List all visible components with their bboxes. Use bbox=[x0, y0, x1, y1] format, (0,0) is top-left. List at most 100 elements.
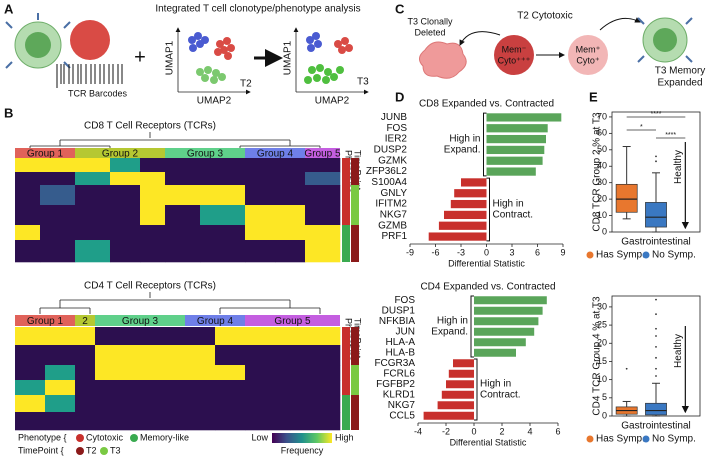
heat-cell bbox=[130, 380, 186, 396]
group-label: Group 5 bbox=[274, 316, 311, 327]
decoration bbox=[201, 74, 209, 82]
heatmap-title: CD8 T Cell Receptors (TCRs) bbox=[84, 121, 216, 132]
heat-cell bbox=[110, 158, 141, 173]
decoration bbox=[188, 36, 196, 44]
decoration bbox=[599, 17, 641, 31]
y-tick-label: 30 bbox=[597, 177, 607, 187]
heat-cell bbox=[305, 205, 341, 226]
annotation: High in bbox=[449, 134, 480, 145]
heat-cell bbox=[130, 365, 186, 381]
heat-cell bbox=[245, 395, 291, 413]
heat-cell bbox=[40, 185, 76, 206]
category-label: CCL5 bbox=[389, 410, 415, 421]
outlier bbox=[655, 155, 657, 158]
annotation: High in bbox=[480, 379, 511, 390]
decoration bbox=[345, 44, 353, 52]
x-axis-label: Differential Statistic bbox=[450, 437, 527, 447]
outlier bbox=[655, 327, 657, 330]
y-tick-label: 60 bbox=[597, 128, 607, 138]
panel-label: C bbox=[395, 1, 405, 16]
heat-cell bbox=[130, 395, 186, 413]
heat-cell bbox=[290, 365, 341, 381]
heat-cell bbox=[165, 172, 201, 186]
cell-caption: T3 Clonally bbox=[407, 16, 453, 26]
decoration bbox=[214, 48, 222, 56]
group bbox=[188, 32, 209, 52]
category-label: DUSP1 bbox=[382, 305, 416, 316]
bar bbox=[486, 156, 543, 165]
legend-marker bbox=[586, 251, 594, 259]
category-label: ZFP36L2 bbox=[366, 166, 408, 177]
bar bbox=[446, 380, 474, 389]
category-label: GZMB bbox=[378, 220, 407, 231]
heat-cell bbox=[165, 225, 201, 241]
phenotype-strip bbox=[342, 327, 350, 430]
category-label: KLRD1 bbox=[383, 389, 416, 400]
heat-cell bbox=[215, 365, 246, 381]
legend-label: Memory-like bbox=[140, 432, 189, 442]
heat-cell bbox=[165, 205, 201, 226]
heat-cell bbox=[245, 225, 276, 241]
heat-cell bbox=[40, 172, 76, 186]
heat-cell bbox=[275, 172, 306, 186]
legend-label: Has Symp. bbox=[596, 434, 645, 445]
heat-cell bbox=[290, 327, 341, 346]
significance-label: **** bbox=[651, 111, 662, 118]
bar bbox=[437, 401, 474, 410]
heat-cell bbox=[45, 380, 76, 396]
heat-cell bbox=[75, 412, 96, 431]
heat-cell bbox=[15, 158, 41, 173]
heat-cell bbox=[245, 205, 276, 226]
bar bbox=[474, 338, 526, 347]
heat-cell bbox=[245, 158, 276, 173]
decoration bbox=[63, 21, 71, 29]
category-label: GNLY bbox=[381, 188, 408, 199]
heat-cell bbox=[110, 225, 141, 241]
panel-label: B bbox=[4, 105, 13, 120]
annotation: Contract. bbox=[493, 210, 534, 221]
heat-cell bbox=[45, 365, 76, 381]
category-label: IER2 bbox=[385, 134, 408, 145]
group-label: Group 4 bbox=[257, 149, 294, 160]
heat-cell bbox=[165, 158, 201, 173]
category-label: GZMK bbox=[378, 155, 407, 166]
bar bbox=[474, 317, 539, 326]
group-bar bbox=[75, 315, 95, 326]
decoration bbox=[201, 36, 209, 44]
heat-cell bbox=[185, 327, 216, 346]
decoration bbox=[25, 32, 51, 58]
decoration bbox=[307, 44, 315, 52]
decoration bbox=[314, 40, 322, 48]
group bbox=[5, 13, 71, 69]
axis-label: UMAP1 bbox=[283, 40, 294, 75]
x-tick-label: 3 bbox=[509, 247, 514, 257]
legend-label: No Symp. bbox=[652, 434, 696, 445]
heat-cell bbox=[15, 412, 46, 431]
category-label: DUSP2 bbox=[374, 145, 408, 156]
decoration bbox=[494, 35, 534, 75]
heat-cell bbox=[245, 185, 276, 206]
phenotype-strip bbox=[342, 158, 350, 262]
bar bbox=[454, 189, 487, 198]
decoration bbox=[419, 41, 467, 79]
x-tick-label: 6 bbox=[535, 247, 540, 257]
group-bar bbox=[185, 315, 245, 326]
bar bbox=[474, 306, 543, 315]
heat-cell bbox=[305, 185, 341, 206]
timepoint-label: T3 bbox=[357, 77, 369, 88]
heat-cell bbox=[75, 205, 111, 226]
bracket bbox=[470, 295, 474, 358]
decoration bbox=[568, 35, 608, 75]
outlier bbox=[625, 367, 628, 370]
heat-cell bbox=[305, 225, 341, 241]
heat-cell bbox=[75, 172, 111, 186]
category-label: FCRL6 bbox=[383, 368, 415, 379]
heat-cell bbox=[215, 412, 246, 431]
heat-cell bbox=[45, 345, 76, 366]
chart-title: CD4 Expanded vs. Contracted bbox=[420, 282, 555, 293]
heat-cell bbox=[140, 185, 166, 206]
heat-cell bbox=[215, 395, 246, 413]
decoration bbox=[306, 36, 314, 44]
group-label: Group 4 bbox=[197, 316, 234, 327]
group bbox=[637, 17, 693, 63]
